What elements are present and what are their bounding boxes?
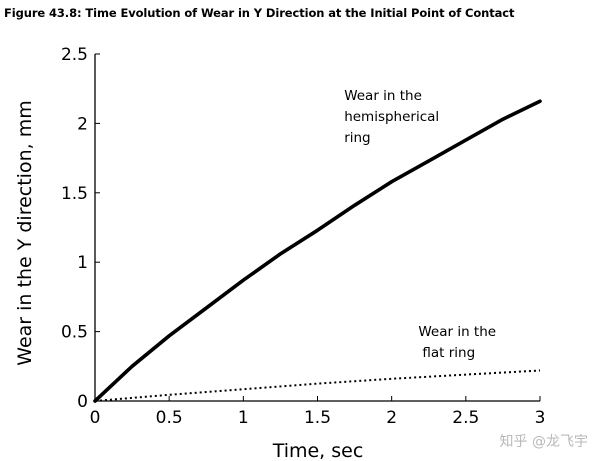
x-tick-label: 0 xyxy=(90,408,101,428)
annotation-line: ring xyxy=(344,130,370,146)
y-tick-label: 0 xyxy=(77,392,88,412)
y-tick-label: 0.5 xyxy=(61,323,88,343)
x-tick-label: 3 xyxy=(535,408,546,428)
y-tick-label: 1 xyxy=(77,253,88,273)
annotation-line: Wear in the xyxy=(418,324,496,340)
annotation-line: Wear in the xyxy=(344,88,422,104)
y-axis-label: Wear in the Y direction, mm xyxy=(14,100,36,365)
annotation-layer: Wear in the hemispherical ring Wear in the f… xyxy=(344,88,496,361)
series-flat-ring-line xyxy=(94,369,541,402)
annotation-line: flat ring xyxy=(422,345,475,361)
x-tick-label: 2.5 xyxy=(452,408,479,428)
annotation-flat-ring: Wear in the flat ring xyxy=(418,324,496,361)
annotation-hemispherical-ring: Wear in the hemispherical ring xyxy=(344,88,439,146)
y-tick-label: 2 xyxy=(77,114,88,134)
x-tick-label: 2 xyxy=(386,408,397,428)
watermark: 知乎 @龙飞宇 xyxy=(499,434,588,450)
series-layer xyxy=(93,99,542,403)
y-tick-label: 2.5 xyxy=(61,45,88,65)
figure-title: Figure 43.8: Time Evolution of Wear in Y… xyxy=(4,6,515,20)
annotation-line: hemispherical xyxy=(344,109,439,125)
x-tick-label: 0.5 xyxy=(156,408,183,428)
ticks: 0 0.5 1 1.5 2 2.5 3 0 0.5 1 1.5 2 2.5 xyxy=(61,45,545,428)
x-tick-label: 1.5 xyxy=(304,408,331,428)
y-tick-label: 1.5 xyxy=(61,184,88,204)
x-axis-label: Time, sec xyxy=(272,440,364,461)
series-hemispherical-ring-line xyxy=(93,99,542,403)
x-tick-label: 1 xyxy=(238,408,249,428)
